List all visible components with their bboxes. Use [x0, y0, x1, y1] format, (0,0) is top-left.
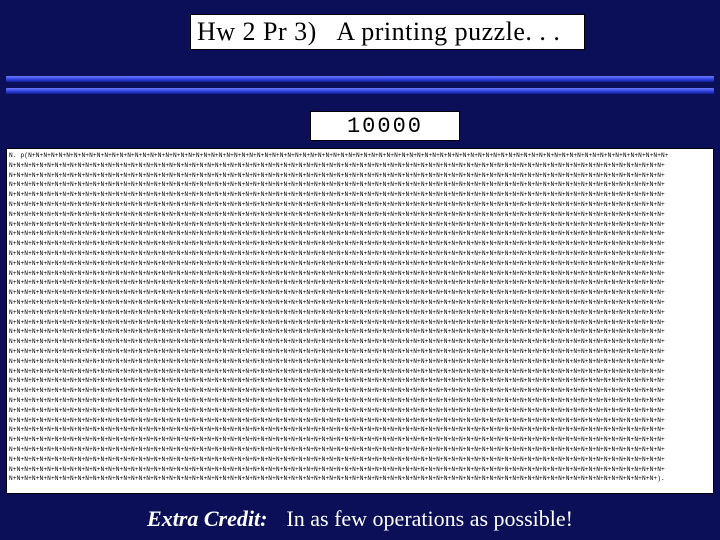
- title-box: Hw 2 Pr 3) A printing puzzle. . .: [190, 14, 585, 50]
- pattern-text: N. p(N+N+N+N+N+N+N+N+N+N+N+N+N+N+N+N+N+N…: [9, 151, 711, 484]
- extra-credit-label: Extra Credit:: [147, 506, 267, 531]
- rule-2: [6, 88, 714, 94]
- rule-1: [6, 76, 714, 82]
- count-value: 10000: [347, 114, 423, 139]
- horizontal-rules: [6, 76, 714, 100]
- footer: Extra Credit: In as few operations as po…: [0, 506, 720, 532]
- footer-text: In as few operations as possible!: [286, 506, 573, 531]
- pattern-output-box: N. p(N+N+N+N+N+N+N+N+N+N+N+N+N+N+N+N+N+N…: [6, 148, 714, 494]
- title-main: A printing puzzle. . .: [336, 17, 560, 46]
- count-box: 10000: [310, 111, 460, 141]
- title-text: Hw 2 Pr 3) A printing puzzle. . .: [197, 17, 560, 47]
- title-prefix: Hw 2 Pr 3): [197, 17, 317, 46]
